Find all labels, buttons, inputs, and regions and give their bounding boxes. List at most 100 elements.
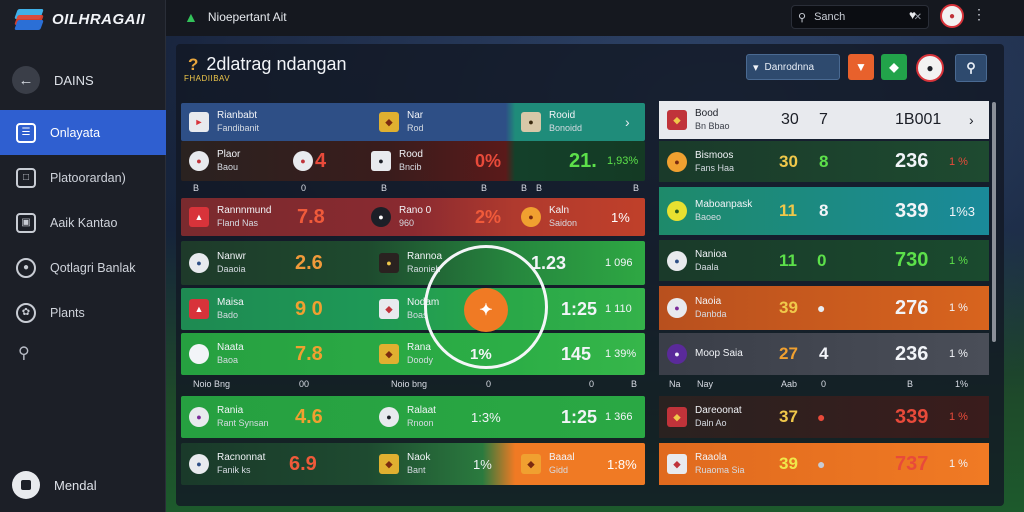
odds-value: 1:25	[561, 406, 598, 427]
avatar[interactable]: ●	[940, 4, 964, 28]
team-sub: Fans Haa	[695, 162, 735, 173]
sidebar-footer[interactable]: Mendal	[12, 471, 97, 499]
team-name: Nanwr	[217, 251, 246, 262]
more-menu-icon[interactable]: ⋮	[972, 6, 986, 22]
table-row[interactable]: ● Naoia Danbda 39 ● 276 1 %	[659, 286, 989, 330]
team-sub: Bn Bbao	[695, 121, 730, 131]
team-name: Dareoonat	[695, 405, 742, 416]
location-pin-icon[interactable]: ⚲	[18, 345, 30, 362]
row-cell-a: ● Racnonnat Fanik ks	[189, 452, 265, 476]
table-row[interactable]: ● Bismoos Fans Haa 30 8 236 1 %	[659, 141, 989, 182]
leaf-icon: ▲	[184, 9, 198, 25]
app-logo[interactable]: OILHRAGAII	[14, 6, 145, 32]
team-sub: Rant Synsan	[217, 418, 269, 428]
table-row[interactable]: ◆ Dareoonat Daln Ao 37 ● 339 1 %	[659, 396, 989, 438]
heart-icon[interactable]: ♥	[909, 8, 917, 22]
team-name: Rana	[407, 342, 431, 353]
chevron-right-icon[interactable]: ›	[625, 114, 630, 130]
team-name: Nar	[407, 110, 424, 121]
crest-icon: ●	[667, 344, 687, 364]
panel-search-button[interactable]: ⚲	[955, 54, 987, 82]
scrollbar[interactable]	[992, 102, 996, 342]
stat-3: 276	[895, 296, 929, 319]
table-row[interactable]: ▲ Rannnmund Fland Nas 7.8 ● Rano 0 960 2% …	[181, 198, 645, 236]
subhead-label: 0	[821, 379, 827, 389]
team-sub: Bonoidd	[549, 123, 583, 133]
table-row[interactable]: ● Naata Baoa 7.8 ◆ Rana Doody 145 1 39%	[181, 333, 645, 375]
search-input[interactable]: ⚲ Sanch ✕	[791, 5, 929, 29]
table-row[interactable]: ● Nanioa Daala 11 0 730 1 %	[659, 240, 989, 281]
back-label: DAINS	[54, 72, 94, 88]
team-sub: Fanik ks	[217, 465, 251, 475]
team-name: Plaor	[217, 149, 241, 160]
trash-icon: □	[16, 167, 36, 188]
sidebar-item-0[interactable]: ☰ Onlayata	[0, 110, 166, 155]
subhead-label: B	[521, 183, 528, 193]
row-cell-a: ● Nanwr Daaoia	[189, 251, 246, 275]
column-subheader: B 0 B B B B B	[181, 183, 645, 197]
back-row[interactable]: ← DAINS	[12, 66, 94, 94]
stat-4: 1 %	[949, 155, 968, 168]
team-name: Racnonnat	[217, 452, 266, 463]
score-value: 9 0	[295, 297, 323, 320]
shield-icon: ◆	[379, 344, 399, 364]
team-name: Maisa	[217, 297, 244, 308]
user-group-icon: ●	[16, 257, 36, 278]
table-row[interactable]: ◆ Raaola Ruaoma Sia 39 ● 737 1 %	[659, 443, 989, 485]
table-row[interactable]: ● Nanwr Daaoia 2.6 ● Rannoa Raonieh 1.23 1…	[181, 241, 645, 285]
team-name: Naok	[407, 452, 431, 463]
crosshair-icon[interactable]: ✦	[464, 288, 508, 332]
crest-icon: ●	[667, 250, 687, 271]
chevron-right-icon[interactable]: ›	[969, 112, 974, 128]
row-cell-b: ● Ralaat Rnoon	[379, 405, 436, 429]
stat-2: 0	[817, 250, 827, 270]
target-ring[interactable]	[424, 245, 548, 369]
stat-3: 1B001	[895, 111, 942, 128]
sidebar-item-label: Qotlagri Banlak	[50, 260, 136, 275]
clear-icon[interactable]: ✕	[913, 11, 922, 23]
team-sub: Fland Nas	[217, 218, 259, 228]
row-cell-a: ▲ Rannnmund Fland Nas	[189, 205, 271, 229]
filter-button[interactable]: ▾ Danrodnna	[746, 54, 840, 80]
sidebar-item-3[interactable]: ● Qotlagri Banlak	[0, 245, 166, 290]
table-row[interactable]: ● Racnonnat Fanik ks 6.9 ◆ Naok Bant 1% ◆ …	[181, 443, 645, 485]
team-name: Rianbabt	[217, 110, 258, 121]
row-cell-a: ► Rianbabt Fandibanit	[189, 110, 259, 134]
document-icon: ☰	[16, 122, 36, 143]
row-cell-b: ◆ Rana Doody	[379, 342, 433, 366]
table-row[interactable]: ● Plaor Baou ● 4 ● Rood Bncib 0% 21. 1,93%	[181, 141, 645, 181]
row-cell-name: ● Maboanpask Baoeo	[667, 187, 752, 235]
ring-percent: 1%	[470, 346, 492, 363]
team-sub: Daala	[695, 261, 719, 272]
sidebar-item-4[interactable]: ✿ Plants	[0, 290, 166, 335]
team-sub: Fandibanit	[217, 123, 260, 133]
table-row[interactable]: ▲ Maisa Bado 9 0 ◆ Nodam Boas 1:25 1 110	[181, 288, 645, 330]
player-avatar[interactable]: ●	[916, 54, 944, 82]
row-cell-name: ● Nanioa Daala	[667, 240, 727, 281]
score-value: 7.8	[297, 205, 325, 228]
stop-icon[interactable]	[12, 471, 40, 499]
stat-1: 37	[779, 407, 798, 426]
team-badge-icon: ▲	[189, 207, 209, 227]
stat-3: 339	[895, 405, 929, 428]
page-title-text: 2dlatrag ndangan	[206, 54, 347, 74]
subhead-label: Nay	[697, 379, 714, 389]
sidebar-item-1[interactable]: □ Platoorardan)	[0, 155, 166, 200]
team-badge-icon: ▲	[189, 299, 209, 319]
score-value: 4	[315, 149, 327, 172]
team-name: Bismoos	[695, 149, 734, 161]
back-arrow-icon[interactable]: ←	[12, 66, 40, 94]
green-action-button[interactable]: ◆	[881, 54, 907, 80]
table-row[interactable]: ◆ Bood Bn Bbao 30 7 1B001 ›	[659, 101, 989, 139]
stat-4: 1 %	[949, 411, 968, 423]
team-sub: Daln Ao	[695, 418, 727, 428]
table-row[interactable]: ► Rianbabt Fandibanit ◆ Nar Rod ● Rooid Bon…	[181, 103, 645, 141]
table-row[interactable]: ● Rania Rant Synsan 4.6 ● Ralaat Rnoon 1:3…	[181, 396, 645, 438]
team-name: Moop Saia	[695, 348, 743, 359]
orange-action-button[interactable]: ▼	[848, 54, 874, 80]
table-row[interactable]: ● Moop Saia 27 4 236 1 %	[659, 333, 989, 375]
table-row[interactable]: ● Maboanpask Baoeo 11 8 339 1%3	[659, 187, 989, 235]
team-sub: Rnoon	[407, 418, 434, 428]
sidebar-item-2[interactable]: ▣ Aaik Kantao	[0, 200, 166, 245]
player-icon: ●	[379, 253, 399, 273]
